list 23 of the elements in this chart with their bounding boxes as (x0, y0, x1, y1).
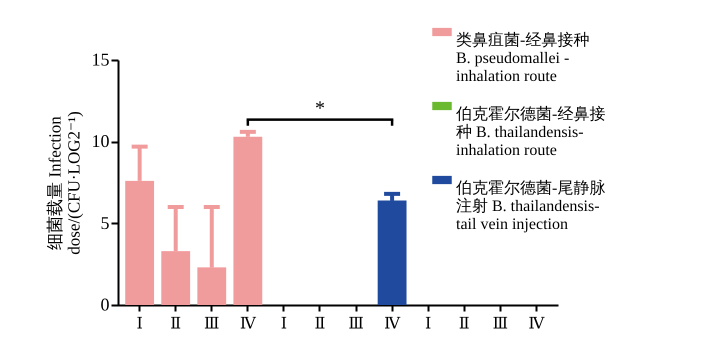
y-tick-label: 5 (100, 212, 110, 233)
legend-label: 伯克霍尔德菌-经鼻接种 B. thailandensis-inhalation route (455, 105, 606, 159)
y-tick-label: 15 (92, 50, 110, 70)
y-tick-label: 0 (100, 294, 110, 314)
x-tick-label: Ⅲ (492, 316, 508, 332)
x-tick-label: Ⅰ (280, 316, 288, 332)
x-tick-label: Ⅱ (314, 316, 326, 332)
x-tick-label: Ⅰ (425, 316, 432, 332)
annotation: * (314, 98, 325, 120)
y-tick-label: 10 (92, 131, 110, 152)
bar (378, 200, 407, 305)
legend-label: 伯克霍尔德菌-尾静脉注射 B. thailandensis-tail vein injection (455, 179, 606, 233)
x-tick-label: Ⅳ (528, 316, 546, 332)
y-axis-title: 细菌载量 Infection dose/(CFU·LOG2⁻¹) (46, 111, 84, 255)
x-tick-label: Ⅰ (136, 316, 143, 332)
x-tick-label: Ⅳ (240, 316, 257, 332)
legend-label: 类鼻疽菌-经鼻接种 B. pseudomallei -inhalation route (456, 31, 590, 85)
x-tick-label: Ⅲ (348, 316, 364, 332)
x-tick-label: Ⅱ (170, 316, 182, 332)
bar (233, 136, 262, 305)
x-tick-label: Ⅲ (204, 316, 220, 332)
x-tick-label: Ⅳ (384, 316, 402, 332)
x-tick-label: Ⅱ (458, 316, 470, 332)
